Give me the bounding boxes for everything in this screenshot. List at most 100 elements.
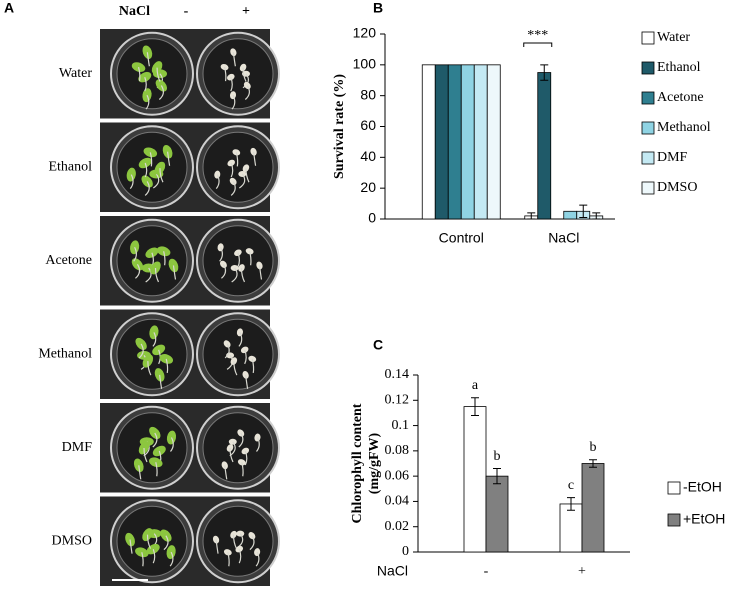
significance-bracket [523,42,553,47]
x-tick-label: Control [439,230,484,246]
hypocotyl [215,539,219,554]
hypocotyl [152,173,160,189]
well-inner [116,38,188,110]
hypocotyl [238,173,246,189]
hypocotyl [156,67,161,82]
error-bar [471,397,479,416]
hypocotyl [138,465,142,480]
legend-label: -EtOH [683,479,722,495]
hypocotyl [165,358,169,374]
bar [485,475,509,553]
bar [421,64,436,220]
panel-label: B [373,0,383,16]
y-axis-label: Survival rate (%) [332,74,347,179]
y-tick-label: 0.12 [385,393,410,408]
hypocotyl [230,162,234,178]
hypocotyl [158,85,164,100]
hypocotyl [137,66,141,82]
hypocotyl [146,534,152,549]
bar [434,64,449,220]
hypocotyl [144,181,150,196]
hypocotyl [235,152,239,167]
legend-swatch [667,513,681,527]
legend-swatch [641,151,655,165]
letter-label: b [590,440,597,455]
legend-label: Acetone [657,90,704,105]
significance-label: *** [527,28,548,43]
y-tick-label: 20 [360,179,376,195]
hypocotyl [227,552,230,567]
legend-swatch [641,181,655,195]
legend-swatch [641,31,655,45]
hypocotyl [256,437,260,452]
hypocotyl [221,264,227,279]
hypocotyl [152,332,157,347]
hypocotyl [237,252,241,268]
panel-label: A [4,0,14,16]
hypocotyl [242,67,247,82]
error-bar [567,497,575,511]
hypocotyl [144,76,147,92]
hypocotyl [154,267,160,283]
hypocotyl [169,551,174,567]
legend-label: Ethanol [657,60,701,75]
hypocotyl [138,343,144,359]
hypocotyl [144,162,148,178]
hypocotyl [145,267,152,283]
well-inner [116,318,188,390]
x-tick-label: NaCl [548,230,579,246]
well-inner [202,131,274,203]
letter-label: b [494,449,501,464]
legend-swatch [641,121,655,135]
hypocotyl [238,548,242,564]
y-tick-label: 0.06 [385,468,410,483]
hypocotyl [244,85,250,100]
hypocotyl [230,181,236,196]
y-tick-label: 120 [353,25,377,41]
hypocotyl [244,450,248,466]
hypocotyl [135,264,141,279]
hypocotyl [147,361,152,376]
hypocotyl [143,447,148,463]
hypocotyl [152,432,158,448]
hypocotyl [163,535,169,551]
row-label: DMF [62,440,93,455]
treatment-label: NaCl [119,4,150,19]
row-label: Methanol [38,346,92,361]
hypocotyl [252,151,257,166]
error-bar [589,459,597,468]
error-bar [493,468,501,485]
row-label: Acetone [45,253,92,268]
bar [447,64,462,220]
hypocotyl [159,374,163,389]
y-tick-label: 60 [360,117,376,133]
legend-swatch [641,61,655,75]
error-bar [592,212,601,220]
bar [537,72,552,220]
letter-label: a [472,378,479,393]
well-inner [202,225,274,297]
hypocotyl [231,94,236,110]
hypocotyl [242,73,249,89]
hypocotyl [258,265,263,280]
x-tick-label: - [484,564,489,579]
bar [559,503,583,553]
row-label: Water [59,66,92,81]
y-axis-label: (mg/gFW) [367,432,382,494]
y-tick-label: 0.04 [385,494,410,509]
y-tick-label: 100 [353,56,377,72]
hypocotyl [155,462,158,477]
hypocotyl [230,76,233,92]
letter-label: c [568,478,574,493]
hypocotyl [238,332,243,347]
hypocotyl [224,465,228,480]
y-tick-label: 0.02 [385,519,410,534]
hypocotyl [133,247,137,262]
hypocotyl [223,66,227,82]
legend-label: +EtOH [683,511,725,527]
hypocotyl [255,551,260,567]
legend-label: DMSO [657,180,697,195]
hypocotyl [219,247,223,262]
hypocotyl [141,552,144,567]
